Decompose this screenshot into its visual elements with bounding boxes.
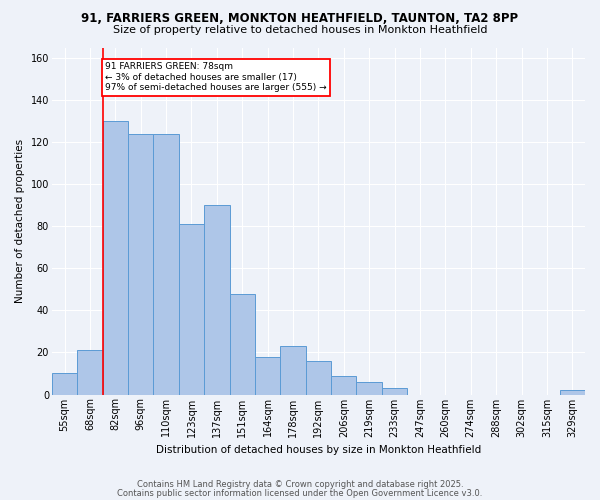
Text: 91, FARRIERS GREEN, MONKTON HEATHFIELD, TAUNTON, TA2 8PP: 91, FARRIERS GREEN, MONKTON HEATHFIELD, … [82,12,518,26]
Bar [52,374,77,394]
Bar [154,134,179,394]
Bar [356,382,382,394]
Bar [280,346,306,395]
Bar [560,390,585,394]
Bar [204,205,230,394]
X-axis label: Distribution of detached houses by size in Monkton Heathfield: Distribution of detached houses by size … [156,445,481,455]
Bar [230,294,255,394]
Bar [103,121,128,394]
Bar [77,350,103,395]
Text: Contains HM Land Registry data © Crown copyright and database right 2025.: Contains HM Land Registry data © Crown c… [137,480,463,489]
Bar [255,356,280,395]
Bar [331,376,356,394]
Y-axis label: Number of detached properties: Number of detached properties [15,139,25,303]
Text: 91 FARRIERS GREEN: 78sqm
← 3% of detached houses are smaller (17)
97% of semi-de: 91 FARRIERS GREEN: 78sqm ← 3% of detache… [105,62,327,92]
Text: Contains public sector information licensed under the Open Government Licence v3: Contains public sector information licen… [118,488,482,498]
Bar [179,224,204,394]
Bar [128,134,154,394]
Bar [382,388,407,394]
Bar [306,361,331,394]
Text: Size of property relative to detached houses in Monkton Heathfield: Size of property relative to detached ho… [113,25,487,35]
